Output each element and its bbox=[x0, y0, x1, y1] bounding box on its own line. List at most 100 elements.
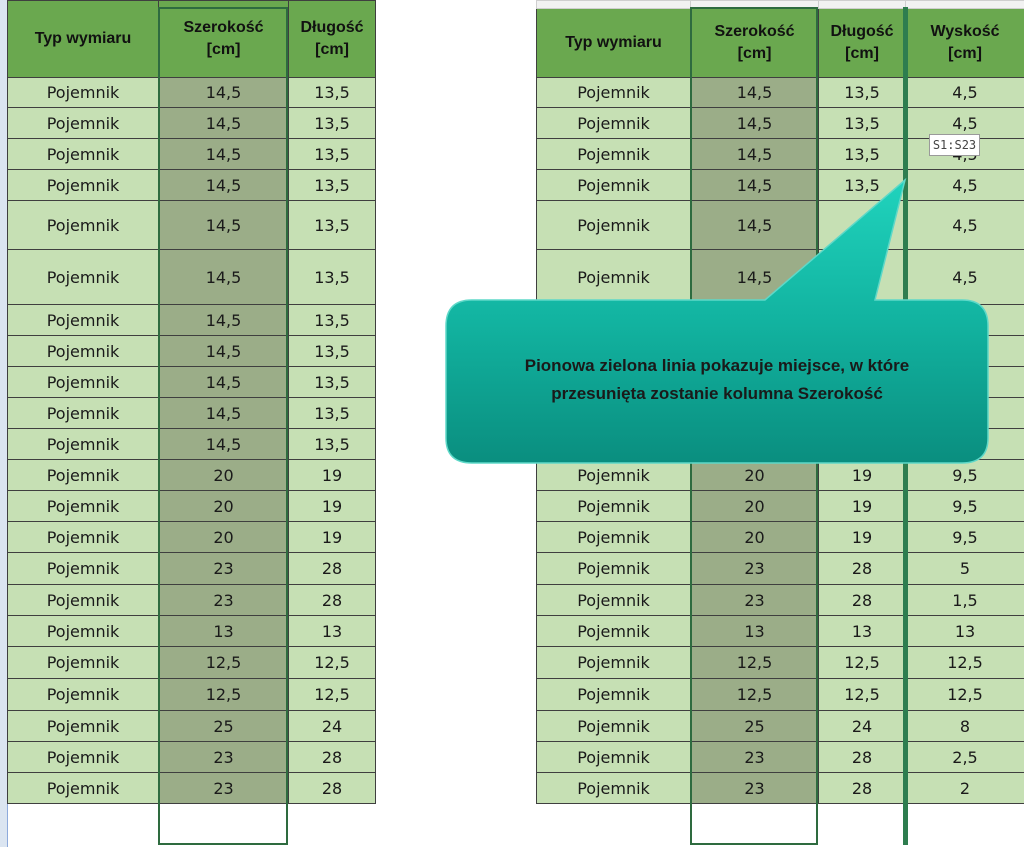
right-cell[interactable]: 13,5 bbox=[818, 138, 906, 170]
right-cell[interactable]: Pojemnik bbox=[536, 615, 691, 647]
right-cell[interactable]: Pojemnik bbox=[536, 646, 691, 679]
left-cell[interactable]: 13,5 bbox=[288, 397, 376, 429]
left-cell[interactable]: 14,5 bbox=[158, 249, 289, 305]
left-cell[interactable]: Pojemnik bbox=[7, 397, 159, 429]
right-cell[interactable]: 4,5 bbox=[905, 107, 1024, 139]
left-cell[interactable]: 13,5 bbox=[288, 138, 376, 170]
right-cell[interactable]: 2 bbox=[905, 772, 1024, 804]
right-cell[interactable]: 12,5 bbox=[818, 646, 906, 679]
left-cell[interactable]: 14,5 bbox=[158, 77, 289, 108]
left-cell[interactable]: 25 bbox=[158, 710, 289, 742]
right-cell[interactable]: 19 bbox=[818, 521, 906, 553]
right-cell[interactable]: 4,5 bbox=[905, 249, 1024, 305]
right-cell[interactable]: 19 bbox=[818, 459, 906, 491]
left-cell[interactable]: 23 bbox=[158, 772, 289, 804]
left-cell[interactable]: 14,5 bbox=[158, 397, 289, 429]
left-cell[interactable]: Pojemnik bbox=[7, 521, 159, 553]
right-cell[interactable]: Pojemnik bbox=[536, 77, 691, 108]
right-cell[interactable]: 12,5 bbox=[818, 678, 906, 711]
right-cell[interactable]: 28 bbox=[818, 552, 906, 585]
right-cell[interactable]: Pojemnik bbox=[536, 678, 691, 711]
left-cell[interactable]: 23 bbox=[158, 584, 289, 616]
left-header-2[interactable]: Długość [cm] bbox=[288, 0, 376, 78]
left-cell[interactable]: 14,5 bbox=[158, 169, 289, 201]
right-cell[interactable]: 23 bbox=[690, 772, 819, 804]
right-cell[interactable]: Pojemnik bbox=[536, 584, 691, 616]
right-cell[interactable]: 5 bbox=[905, 552, 1024, 585]
right-header-0[interactable]: Typ wymiaru bbox=[536, 8, 691, 78]
right-cell[interactable]: 13 bbox=[690, 615, 819, 647]
left-cell[interactable]: 14,5 bbox=[158, 138, 289, 170]
left-cell[interactable]: 14,5 bbox=[158, 200, 289, 250]
left-cell[interactable]: 13,5 bbox=[288, 249, 376, 305]
right-header-3[interactable]: Wyskość [cm] bbox=[905, 8, 1024, 78]
right-cell[interactable]: 23 bbox=[690, 584, 819, 616]
left-cell[interactable]: 14,5 bbox=[158, 335, 289, 367]
left-cell[interactable]: Pojemnik bbox=[7, 584, 159, 616]
right-cell[interactable]: Pojemnik bbox=[536, 772, 691, 804]
left-cell[interactable]: Pojemnik bbox=[7, 678, 159, 711]
right-cell[interactable]: 23 bbox=[690, 552, 819, 585]
left-cell[interactable]: 28 bbox=[288, 584, 376, 616]
right-cell[interactable]: 23 bbox=[690, 741, 819, 773]
left-cell[interactable]: Pojemnik bbox=[7, 107, 159, 139]
right-cell[interactable]: Pojemnik bbox=[536, 741, 691, 773]
left-cell[interactable]: 13 bbox=[288, 615, 376, 647]
right-cell[interactable]: 9,5 bbox=[905, 459, 1024, 491]
left-cell[interactable]: 28 bbox=[288, 741, 376, 773]
left-cell[interactable]: 14,5 bbox=[158, 107, 289, 139]
right-cell[interactable]: Pojemnik bbox=[536, 490, 691, 522]
left-cell[interactable]: Pojemnik bbox=[7, 77, 159, 108]
left-cell[interactable]: 19 bbox=[288, 521, 376, 553]
left-cell[interactable]: 12,5 bbox=[158, 646, 289, 679]
left-cell[interactable]: Pojemnik bbox=[7, 249, 159, 305]
right-cell[interactable]: 12,5 bbox=[690, 646, 819, 679]
left-cell[interactable]: 23 bbox=[158, 552, 289, 585]
right-cell[interactable]: 12,5 bbox=[905, 646, 1024, 679]
left-cell[interactable]: 13,5 bbox=[288, 77, 376, 108]
right-cell[interactable]: 28 bbox=[818, 741, 906, 773]
left-cell[interactable]: Pojemnik bbox=[7, 366, 159, 398]
left-cell[interactable]: Pojemnik bbox=[7, 710, 159, 742]
left-cell[interactable]: 13,5 bbox=[288, 366, 376, 398]
left-cell[interactable]: 28 bbox=[288, 772, 376, 804]
right-cell[interactable]: 1,5 bbox=[905, 584, 1024, 616]
right-cell[interactable]: 14,5 bbox=[690, 138, 819, 170]
left-cell[interactable]: 24 bbox=[288, 710, 376, 742]
left-cell[interactable]: Pojemnik bbox=[7, 646, 159, 679]
left-cell[interactable]: Pojemnik bbox=[7, 200, 159, 250]
left-cell[interactable]: Pojemnik bbox=[7, 615, 159, 647]
left-cell[interactable]: 13 bbox=[158, 615, 289, 647]
right-cell[interactable]: 4,5 bbox=[905, 200, 1024, 250]
left-cell[interactable]: 12,5 bbox=[288, 646, 376, 679]
left-cell[interactable]: 14,5 bbox=[158, 304, 289, 336]
right-cell[interactable]: 9,5 bbox=[905, 490, 1024, 522]
right-cell[interactable]: 13 bbox=[905, 615, 1024, 647]
right-cell[interactable]: 14,5 bbox=[690, 77, 819, 108]
right-cell[interactable]: 14,5 bbox=[690, 169, 819, 201]
right-cell[interactable]: Pojemnik bbox=[536, 521, 691, 553]
left-cell[interactable]: 19 bbox=[288, 490, 376, 522]
left-cell[interactable]: Pojemnik bbox=[7, 335, 159, 367]
right-cell[interactable]: 14,5 bbox=[690, 107, 819, 139]
left-cell[interactable]: 14,5 bbox=[158, 428, 289, 460]
right-cell[interactable]: Pojemnik bbox=[536, 107, 691, 139]
right-cell[interactable]: Pojemnik bbox=[536, 459, 691, 491]
left-cell[interactable]: Pojemnik bbox=[7, 490, 159, 522]
left-cell[interactable]: 20 bbox=[158, 459, 289, 491]
left-cell[interactable]: Pojemnik bbox=[7, 169, 159, 201]
left-cell[interactable]: 13,5 bbox=[288, 200, 376, 250]
right-cell[interactable]: 28 bbox=[818, 772, 906, 804]
left-cell[interactable]: 12,5 bbox=[158, 678, 289, 711]
left-cell[interactable]: Pojemnik bbox=[7, 741, 159, 773]
right-cell[interactable]: 20 bbox=[690, 490, 819, 522]
right-cell[interactable]: Pojemnik bbox=[536, 249, 691, 305]
right-cell[interactable]: Pojemnik bbox=[536, 169, 691, 201]
left-cell[interactable]: Pojemnik bbox=[7, 304, 159, 336]
left-cell[interactable]: Pojemnik bbox=[7, 459, 159, 491]
left-cell[interactable]: 12,5 bbox=[288, 678, 376, 711]
left-cell[interactable]: 20 bbox=[158, 490, 289, 522]
left-cell[interactable]: Pojemnik bbox=[7, 138, 159, 170]
left-cell[interactable]: Pojemnik bbox=[7, 772, 159, 804]
left-cell[interactable]: 13,5 bbox=[288, 335, 376, 367]
